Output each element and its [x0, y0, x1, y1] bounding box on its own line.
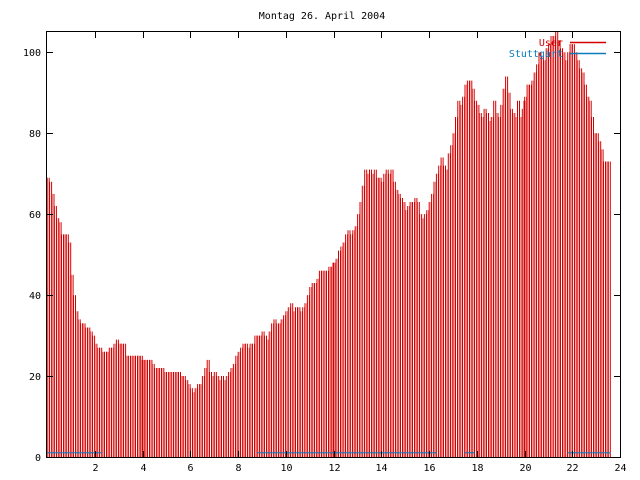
x-tick-label-22: 22	[566, 463, 578, 474]
y-tick-label-80: 80	[29, 129, 41, 140]
x-tick-label-12: 12	[328, 463, 340, 474]
y-tick-label-40: 40	[29, 291, 41, 302]
legend-label-stuttgart: Stuttgart	[509, 49, 563, 60]
x-tick-label-14: 14	[375, 463, 387, 474]
x-tick-label-16: 16	[423, 463, 435, 474]
x-tick-label-6: 6	[187, 463, 193, 474]
x-tick-label-4: 4	[140, 463, 146, 474]
x-axis: 2 4 6 8 10 12 14 16 18 20 22 24	[92, 32, 627, 474]
x-tick-label-2: 2	[92, 463, 98, 474]
y-axis: 0 20 40 60 80 100	[23, 48, 620, 464]
legend-label-user: User	[539, 38, 563, 49]
plot-frame	[46, 31, 621, 458]
x-tick-label-10: 10	[280, 463, 292, 474]
x-tick-label-8: 8	[235, 463, 241, 474]
chart-title: Montag 26. April 2004	[259, 11, 385, 22]
y-tick-label-0: 0	[35, 453, 41, 464]
y-tick-label-20: 20	[29, 372, 41, 383]
bars-user	[46, 32, 611, 457]
y-tick-label-60: 60	[29, 210, 41, 221]
y-tick-label-100: 100	[23, 48, 41, 59]
legend: User Stuttgart	[509, 38, 606, 60]
x-tick-label-18: 18	[471, 463, 483, 474]
x-tick-label-20: 20	[519, 463, 531, 474]
x-tick-label-24: 24	[614, 463, 626, 474]
